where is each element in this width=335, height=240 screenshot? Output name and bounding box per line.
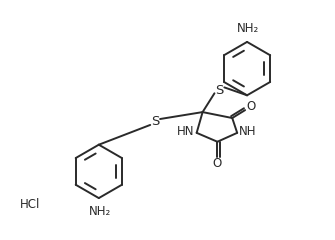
Text: NH₂: NH₂ [89, 205, 111, 218]
Text: S: S [151, 115, 159, 128]
Text: HN: HN [177, 125, 195, 138]
Text: S: S [215, 84, 223, 97]
Text: O: O [213, 157, 222, 170]
Text: HCl: HCl [20, 198, 40, 210]
Text: NH₂: NH₂ [237, 22, 259, 35]
Text: O: O [247, 100, 256, 113]
Text: NH: NH [239, 125, 257, 138]
